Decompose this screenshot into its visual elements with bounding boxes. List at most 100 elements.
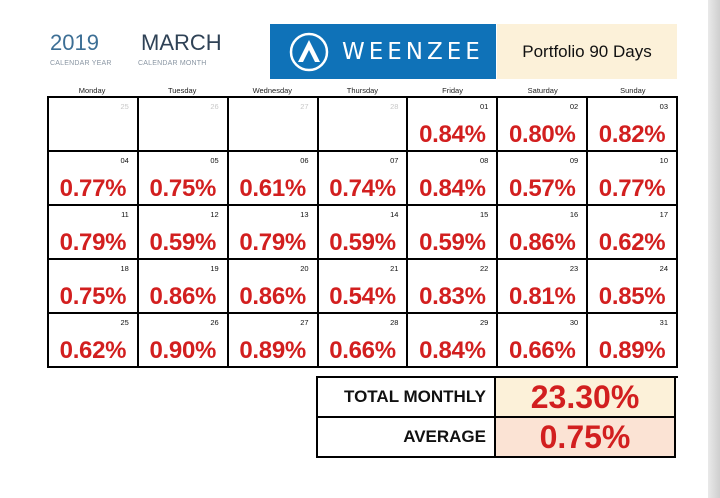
calendar-day-cell: 30 0.66% [498,314,589,368]
daily-return-value: 0.81% [508,283,576,310]
total-monthly-label: TOTAL MONTHLY [318,378,496,418]
calendar-day-cell: 10 0.77% [588,152,679,206]
day-number: 14 [390,210,399,219]
day-number: 27 [300,318,309,327]
calendar-day-cell: 23 0.81% [498,260,589,314]
daily-return-value: 0.86% [508,229,576,256]
daily-return-value: 0.62% [598,229,666,256]
daily-return-value: 0.77% [59,175,127,202]
calendar-day-cell: 16 0.86% [498,206,589,260]
day-number: 25 [120,102,129,111]
weenzee-logo-icon [288,31,330,73]
calendar-month-caption: CALENDAR MONTH [138,60,207,67]
day-number: 11 [121,210,129,219]
calendar-day-cell: 22 0.83% [408,260,499,314]
calendar-day-cell: 06 0.61% [228,152,319,206]
calendar-day-cell: 19 0.86% [138,260,229,314]
day-number: 31 [659,318,669,327]
calendar-day-cell: 15 0.59% [408,206,499,260]
calendar-day-cell: 05 0.75% [138,152,229,206]
calendar-day-cell: 27 [228,98,319,152]
day-number: 06 [300,156,309,165]
calendar-day-cell: 08 0.84% [408,152,499,206]
calendar-day-cell: 04 0.77% [49,152,139,206]
daily-return-value: 0.75% [59,283,127,310]
calendar-day-cell: 02 0.80% [498,98,589,152]
daily-return-value: 0.86% [149,283,217,310]
day-number: 26 [210,318,219,327]
weekday-label: Saturday [527,86,558,95]
day-number: 28 [390,318,399,327]
calendar-day-cell: 28 0.66% [318,314,409,368]
day-number: 09 [569,156,579,165]
daily-return-value: 0.59% [329,229,396,256]
weekday-label: Thursday [346,86,379,95]
day-number: 13 [300,210,309,219]
daily-return-value: 0.84% [419,175,486,202]
daily-return-value: 0.54% [329,283,396,310]
day-number: 01 [479,102,489,111]
total-monthly-value: 23.30% [496,378,676,418]
day-number: 12 [210,210,219,219]
average-row: AVERAGE 0.75% [318,418,678,458]
day-number: 24 [659,264,669,273]
calendar-day-cell: 26 0.90% [138,314,229,368]
calendar-day-cell: 25 0.62% [49,314,139,368]
calendar-day-cell: 18 0.75% [49,260,139,314]
weekday-label: Monday [78,86,106,95]
day-number: 21 [390,264,399,273]
calendar-week-row: 18 0.75% 19 0.86% 20 0.86% 21 0.54% 22 0.83% 23 0.8… [49,260,679,314]
daily-return-value: 0.59% [419,229,486,256]
total-monthly-row: TOTAL MONTHLY 23.30% [318,378,678,418]
day-number: 23 [569,264,579,273]
daily-return-value: 0.86% [239,283,306,310]
daily-return-value: 0.61% [239,175,306,202]
day-number: 18 [120,264,129,273]
daily-return-value: 0.77% [598,175,666,202]
daily-return-value: 0.84% [419,121,486,148]
weekday-label: Sunday [620,86,646,95]
calendar-day-cell: 01 0.84% [408,98,499,152]
day-number: 29 [479,318,489,327]
weekday-label: Tuesday [167,86,197,95]
day-number: 22 [479,264,489,273]
daily-return-value: 0.84% [419,337,486,364]
day-number: 15 [479,210,489,219]
day-number: 08 [479,156,489,165]
calendar-month: MARCH [141,30,222,55]
day-number: 28 [390,102,399,111]
brand-name: WEENZEE [342,38,484,65]
daily-return-value: 0.82% [598,121,666,148]
daily-return-value: 0.62% [59,337,127,364]
portfolio-label: Portfolio 90 Days [497,24,677,79]
calendar-grid: 25 26 27 28 01 0.84% 02 0.80% 03 0.82% 04 0.77% 05 0.… [47,96,679,368]
day-number: 03 [659,102,669,111]
day-number: 10 [659,156,669,165]
day-number: 25 [120,318,129,327]
brand-banner: WEENZEE [270,24,496,79]
day-number: 17 [659,210,669,219]
daily-return-value: 0.90% [149,337,217,364]
calendar-day-cell: 17 0.62% [588,206,679,260]
calendar-day-cell: 26 [138,98,229,152]
calendar-day-cell: 20 0.86% [228,260,319,314]
day-number: 27 [300,102,309,111]
calendar-week-row: 11 0.79% 12 0.59% 13 0.79% 14 0.59% 15 0.59% 16 0.8… [49,206,679,260]
weekday-header-row: Monday Tuesday Wednesday Thursday Friday Satu… [47,86,678,96]
window-edge [708,0,720,498]
weekday-label: Wednesday [252,86,293,95]
calendar-week-row: 25 0.62% 26 0.90% 27 0.89% 28 0.66% 29 0.84% 30 0.6… [49,314,679,368]
daily-return-value: 0.66% [329,337,396,364]
calendar: Monday Tuesday Wednesday Thursday Friday Satu… [47,86,679,368]
day-number: 07 [390,156,399,165]
calendar-day-cell: 13 0.79% [228,206,319,260]
calendar-year: 2019 [50,30,99,55]
calendar-day-cell: 14 0.59% [318,206,409,260]
daily-return-value: 0.75% [149,175,217,202]
calendar-day-cell: 25 [49,98,139,152]
day-number: 04 [120,156,129,165]
day-number: 05 [210,156,219,165]
weekday-label: Friday [442,86,463,95]
average-value: 0.75% [496,418,676,458]
daily-return-value: 0.66% [508,337,576,364]
